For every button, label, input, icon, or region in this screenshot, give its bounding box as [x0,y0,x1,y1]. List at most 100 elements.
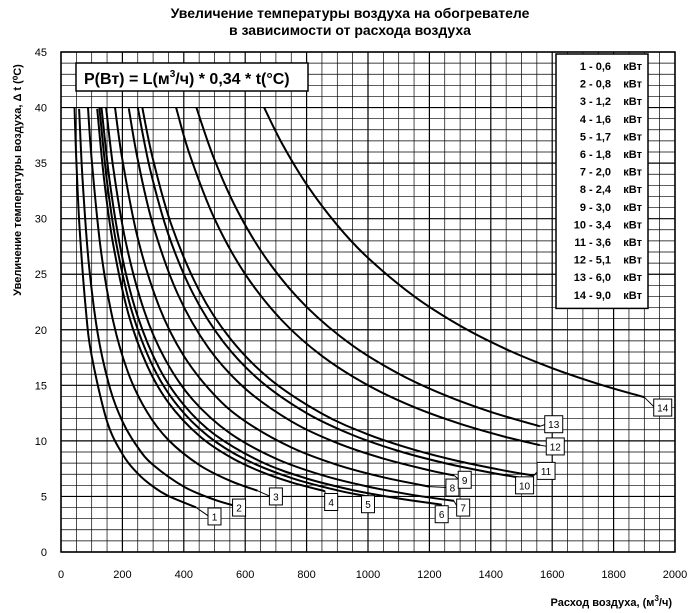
x-axis-label: Расход воздуха, (м3/ч) [551,594,673,609]
legend-entry-number: 7 [580,167,586,179]
legend-entry-value: - 0,6 [589,61,611,73]
legend-entry-number: 10 [574,219,586,231]
chart-title-line-1: Увеличение температуры воздуха на обогре… [170,5,530,21]
curve-tag-label: 7 [460,504,466,515]
legend-entry-number: 14 [574,290,587,302]
legend-entry-value: - 2,0 [589,167,611,179]
y-tick-label: 20 [35,325,47,337]
legend-entry-value: - 2,4 [589,184,612,196]
y-tick-label: 5 [41,491,47,503]
curve-tag-4: 4 [324,491,339,511]
legend-entry-number: 11 [574,237,586,249]
y-tick-label: 45 [35,47,47,59]
curve-tag-9: 9 [453,470,472,489]
series-line-6 [100,107,442,506]
x-tick-label: 1800 [601,569,625,581]
y-tick-label: 0 [41,547,47,559]
x-tick-label: 1600 [540,569,564,581]
curve-tag-12: 12 [539,437,565,456]
y-tick-label: 15 [35,380,47,392]
legend-entry-unit: кВт [623,272,642,284]
x-tick-label: 600 [236,569,254,581]
legend-entry-unit: кВт [623,219,642,231]
curve-tag-leader [257,490,271,497]
formula-superscript: 3 [170,69,176,80]
y-tick-label: 10 [35,436,47,448]
legend-entry-unit: кВт [623,114,642,126]
curve-tag-label: 6 [439,510,445,521]
curve-tag-label: 9 [462,476,468,487]
curve-tag-box [456,498,471,517]
legend-entry-number: 9 [580,202,586,214]
curve-tag-label: 11 [541,467,552,478]
curve-tag-11: 11 [533,461,556,480]
legend-entry-value: - 3,6 [589,237,611,249]
legend-entry-number: 12 [574,255,586,267]
series-line-12 [175,107,541,447]
x-tick-label: 1000 [356,569,380,581]
curve-tag-box [515,476,535,495]
legend-entry-unit: кВт [623,131,642,143]
chart-title-line-2: в зависимости от расхода воздуха [229,22,471,38]
x-tick-label: 0 [58,569,64,581]
legend-entry-unit: кВт [623,149,642,161]
legend-entry-unit: кВт [623,96,642,108]
legend-entry-number: 3 [580,96,586,108]
legend-entry-unit: кВт [623,79,642,91]
curve-tag-5: 5 [361,495,375,514]
legend-box [555,53,649,310]
curve-tag-14: 14 [643,396,673,417]
curve-tag-6: 6 [434,504,449,524]
curves [73,107,645,509]
x-axis-label-suffix: /ч) [659,597,672,609]
curve-tag-leader [429,486,447,489]
curve-tag-1: 1 [195,507,222,526]
legend-entry-unit: кВт [623,61,642,73]
curve-tag-box [545,437,565,456]
curve-tag-box [536,461,556,480]
legend-entry-unit: кВт [623,237,642,249]
legend-entry-number: 13 [574,272,586,284]
curve-tag-label: 3 [273,492,279,503]
legend-entry-number: 6 [580,149,586,161]
curve-tag-leader [643,396,656,408]
y-tick-label: 40 [35,103,47,115]
legend-entry-unit: кВт [623,202,642,214]
curve-tag-label: 1 [212,512,218,523]
curve-tag-10: 10 [515,476,535,495]
curve-tag-label: 4 [328,498,334,509]
y-tick-label: 25 [35,269,47,281]
curve-tag-3: 3 [257,487,283,506]
x-tick-label: 1200 [417,569,441,581]
series-line-2 [78,108,240,508]
legend-entry-number: 8 [580,184,586,196]
series-line-9 [127,108,455,477]
plot-frame [60,51,676,553]
curve-tag-label: 14 [657,404,669,415]
series-line-8 [114,107,430,488]
curve-tag-box [232,498,247,517]
series-line-14 [263,107,645,399]
curve-tag-leader [195,507,210,517]
legend-entry-value: - 5,1 [589,255,611,267]
series-line-13 [195,107,541,428]
curve-tag-label: 2 [236,504,242,515]
legend-entry-unit: кВт [623,290,642,302]
y-axis-label: Увеличение температуры воздуха, Δ t (⁰С) [12,64,24,296]
legend-entry-value: - 1,7 [589,131,611,143]
curve-tag-box [324,493,339,511]
curve-tag-8: 8 [429,478,460,497]
curve-tag-7: 7 [453,498,471,517]
legend-entry-number: 5 [580,131,586,143]
x-tick-label: 1400 [479,569,503,581]
formula-part-b: /ч) * 0,34 * t(°С) [175,71,289,88]
legend-entry-value: - 1,2 [589,96,611,108]
series-line-3 [87,107,258,492]
formula-text: P(Вт) = L(м3/ч) * 0,34 * t(°С) [84,69,290,88]
x-tick-label: 200 [113,569,131,581]
formula-part-a: P(Вт) = L(м [84,71,170,88]
series-line-4 [96,108,326,493]
legend: 1- 0,6 кВт 2- 0,8 кВт 3- 1,2 кВт 4- 1,6 кВт 5- 1… [555,53,649,310]
